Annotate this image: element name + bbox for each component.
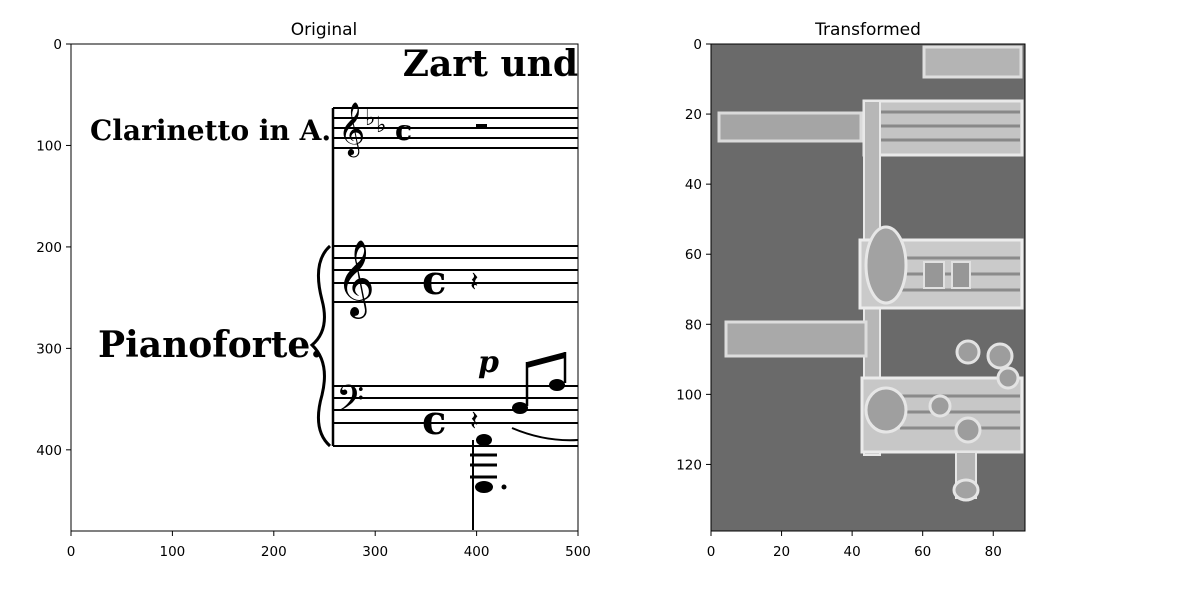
y-tick-label: 120 bbox=[676, 457, 702, 473]
y-tick-label: 0 bbox=[693, 37, 702, 53]
quarter-rest-icon: 𝄽 bbox=[470, 265, 479, 298]
note-head bbox=[476, 434, 492, 446]
tempo-marking: Zart und bbox=[403, 43, 578, 85]
axis-ticks-transformed: 0 20 40 60 80 0 20 40 60 80 100 120 bbox=[676, 37, 1002, 560]
axes-frame-transformed bbox=[710, 43, 1026, 532]
common-time-icon: c bbox=[422, 397, 446, 444]
flat-icon: ♭ bbox=[365, 106, 375, 131]
y-tick-label: 60 bbox=[685, 247, 702, 263]
note-head bbox=[475, 481, 493, 493]
x-tick-label: 60 bbox=[914, 544, 931, 560]
whole-rest-icon bbox=[476, 124, 487, 129]
y-tick-label: 300 bbox=[36, 341, 62, 357]
note-head bbox=[549, 379, 565, 391]
staff-clarinet: 𝄞 ♭ ♭ c bbox=[333, 101, 578, 157]
x-tick-label: 0 bbox=[67, 544, 76, 560]
emboss-clarinet-label bbox=[717, 111, 863, 143]
y-tick-label: 100 bbox=[36, 138, 62, 154]
emboss-tempo bbox=[922, 45, 1023, 79]
x-tick-label: 400 bbox=[464, 544, 490, 560]
y-tick-label: 40 bbox=[685, 177, 702, 193]
emboss-treble-clef bbox=[864, 225, 908, 305]
axis-ticks-original: 0 100 200 300 400 500 0 100 200 300 400 bbox=[36, 37, 591, 560]
x-tick-label: 200 bbox=[261, 544, 287, 560]
instrument-label-piano: Pianoforte. bbox=[98, 324, 323, 366]
y-tick-label: 0 bbox=[53, 37, 62, 53]
bass-clef-icon: 𝄢 bbox=[336, 378, 364, 429]
note-head bbox=[512, 402, 528, 414]
score-image: 𝄞 ♭ ♭ c 𝄞 c 𝄽 bbox=[90, 43, 578, 530]
treble-clef-icon: 𝄞 bbox=[338, 101, 365, 157]
emboss-bass-clef bbox=[864, 386, 908, 434]
staff-piano-treble: 𝄞 c 𝄽 bbox=[333, 239, 578, 319]
y-tick-label: 100 bbox=[676, 387, 702, 403]
transformed-image bbox=[717, 45, 1024, 502]
x-tick-label: 40 bbox=[844, 544, 861, 560]
x-tick-label: 80 bbox=[985, 544, 1002, 560]
y-tick-label: 80 bbox=[685, 317, 702, 333]
y-tick-label: 200 bbox=[36, 240, 62, 256]
dynamic-marking: p bbox=[478, 345, 499, 380]
panel-title-transformed: Transformed bbox=[814, 20, 921, 40]
slur bbox=[511, 427, 578, 442]
panel-transformed: Transformed bbox=[676, 20, 1026, 560]
y-tick-label: 400 bbox=[36, 443, 62, 459]
staff-piano-bass: 𝄢 c p 𝄽 bbox=[333, 345, 578, 530]
x-tick-label: 300 bbox=[362, 544, 388, 560]
instrument-label-clarinet: Clarinetto in A. bbox=[90, 114, 331, 147]
treble-clef-icon: 𝄞 bbox=[336, 239, 375, 319]
quarter-rest-icon: 𝄽 bbox=[470, 404, 479, 437]
emboss-piano-label bbox=[724, 320, 868, 358]
beam bbox=[527, 352, 565, 368]
x-tick-label: 0 bbox=[707, 544, 716, 560]
panel-title-original: Original bbox=[291, 20, 358, 40]
x-tick-label: 20 bbox=[773, 544, 790, 560]
brace-icon bbox=[309, 244, 332, 448]
panel-original: Original 𝄞 ♭ ♭ c bbox=[36, 20, 591, 560]
axes-frame-original bbox=[70, 43, 579, 532]
x-tick-label: 100 bbox=[160, 544, 186, 560]
flat-icon: ♭ bbox=[376, 113, 386, 138]
y-tick-label: 20 bbox=[685, 107, 702, 123]
common-time-icon: c bbox=[395, 114, 412, 147]
common-time-icon: c bbox=[422, 257, 446, 304]
image-area-original bbox=[71, 44, 578, 531]
emboss-clarinet-staff bbox=[862, 99, 1024, 157]
x-tick-label: 500 bbox=[565, 544, 591, 560]
